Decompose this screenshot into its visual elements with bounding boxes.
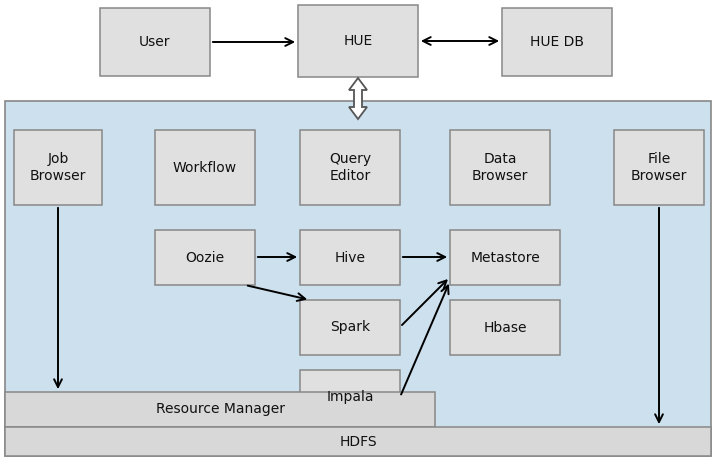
FancyBboxPatch shape bbox=[450, 300, 560, 355]
FancyBboxPatch shape bbox=[100, 8, 210, 76]
FancyBboxPatch shape bbox=[300, 370, 400, 425]
Text: Hbase: Hbase bbox=[483, 320, 527, 335]
FancyBboxPatch shape bbox=[502, 8, 612, 76]
FancyBboxPatch shape bbox=[5, 427, 711, 456]
Text: HUE: HUE bbox=[344, 34, 372, 48]
FancyBboxPatch shape bbox=[298, 5, 418, 77]
FancyBboxPatch shape bbox=[5, 101, 711, 456]
Text: File
Browser: File Browser bbox=[631, 152, 687, 183]
Text: Resource Manager: Resource Manager bbox=[155, 403, 285, 416]
Text: Hive: Hive bbox=[334, 251, 365, 264]
FancyBboxPatch shape bbox=[300, 230, 400, 285]
Text: Impala: Impala bbox=[326, 390, 374, 405]
FancyBboxPatch shape bbox=[5, 392, 435, 427]
FancyBboxPatch shape bbox=[14, 130, 102, 205]
FancyBboxPatch shape bbox=[155, 230, 255, 285]
FancyBboxPatch shape bbox=[300, 300, 400, 355]
Text: Job
Browser: Job Browser bbox=[29, 152, 86, 183]
Text: Query
Editor: Query Editor bbox=[329, 152, 371, 183]
Text: Data
Browser: Data Browser bbox=[472, 152, 528, 183]
Text: Spark: Spark bbox=[330, 320, 370, 335]
Text: Workflow: Workflow bbox=[173, 160, 237, 175]
Polygon shape bbox=[349, 78, 367, 119]
Text: User: User bbox=[139, 35, 170, 49]
Text: HDFS: HDFS bbox=[339, 435, 377, 448]
Text: Oozie: Oozie bbox=[186, 251, 224, 264]
Text: HUE DB: HUE DB bbox=[530, 35, 584, 49]
FancyBboxPatch shape bbox=[450, 130, 550, 205]
FancyBboxPatch shape bbox=[155, 130, 255, 205]
FancyBboxPatch shape bbox=[300, 130, 400, 205]
Text: Metastore: Metastore bbox=[470, 251, 540, 264]
FancyBboxPatch shape bbox=[450, 230, 560, 285]
FancyBboxPatch shape bbox=[614, 130, 704, 205]
